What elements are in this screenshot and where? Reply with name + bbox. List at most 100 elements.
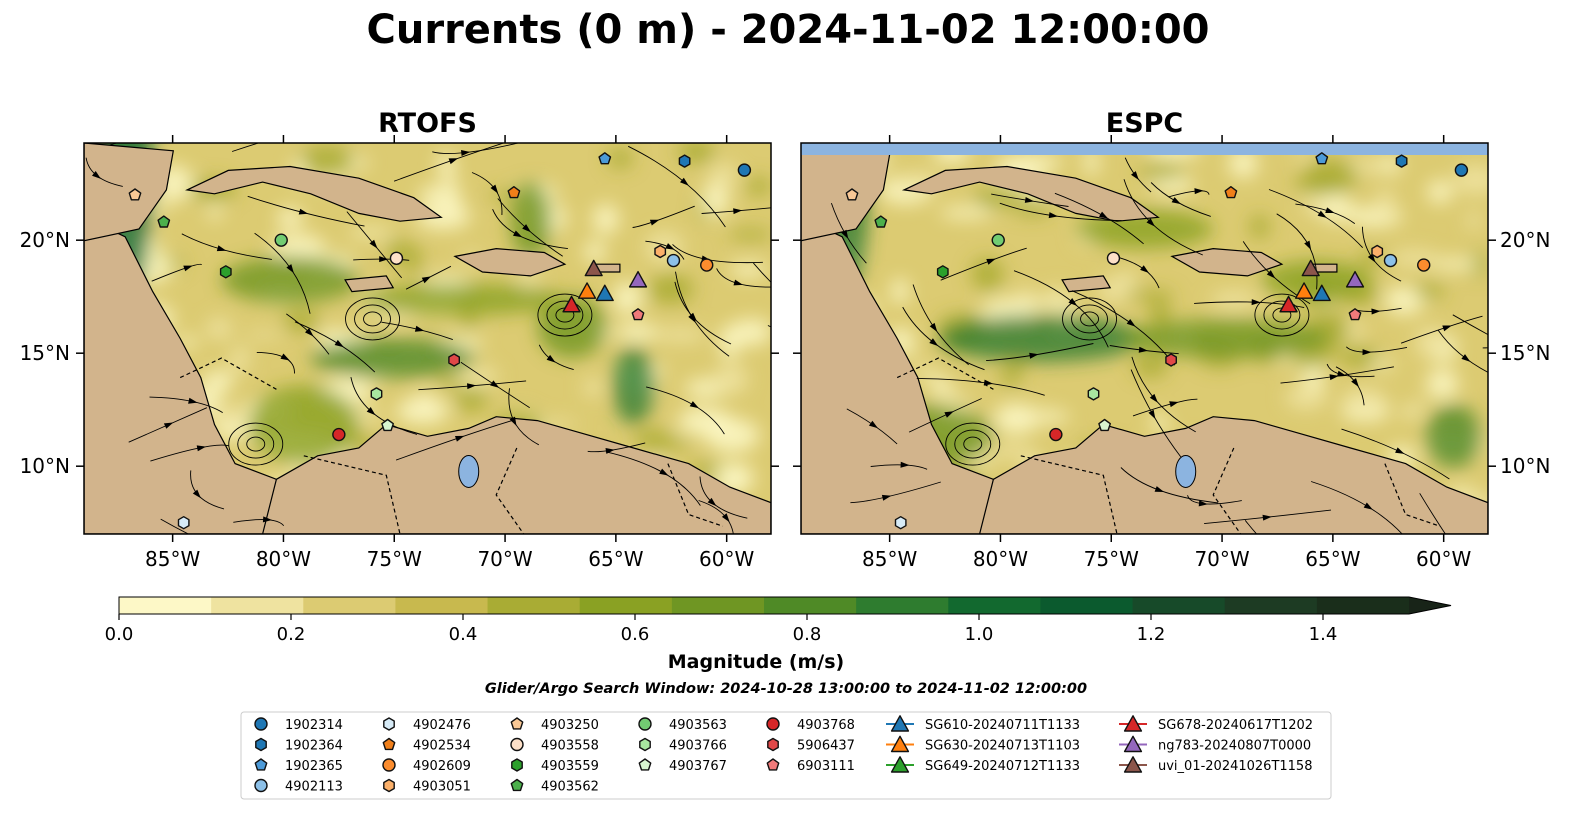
streamline-arrow xyxy=(414,325,425,332)
streamline-arrow xyxy=(509,416,517,426)
field-patch xyxy=(1228,148,1258,179)
field-patch xyxy=(653,327,707,343)
streamline-arrow xyxy=(280,353,290,361)
streamline-arrow xyxy=(546,354,556,363)
field-patch xyxy=(730,318,771,346)
eddy-streamline xyxy=(1080,311,1099,327)
streamline-arrow xyxy=(288,131,298,137)
legend-item: 4903768 xyxy=(766,717,855,733)
platform-marker-uvi_01-20241026T1158 xyxy=(1301,259,1320,277)
legend-marker xyxy=(766,758,780,771)
legend-marker xyxy=(510,778,524,792)
legend-item: 1902364 xyxy=(255,737,343,754)
legend-label: 4903250 xyxy=(541,718,599,733)
streamline-arrow xyxy=(298,208,309,215)
field-patch xyxy=(229,345,251,373)
platform-marker-4903250 xyxy=(128,188,142,201)
field-patch xyxy=(930,376,952,397)
field-patch xyxy=(205,317,233,341)
field-patch xyxy=(727,463,754,493)
streamline-arrow xyxy=(461,150,471,156)
legend-label: 4902476 xyxy=(413,718,471,733)
streamline-arrow xyxy=(1395,447,1405,454)
espc-platform-markers xyxy=(845,152,1469,530)
field-patch xyxy=(648,274,694,305)
streamline xyxy=(160,518,190,534)
land-polygon xyxy=(978,416,1488,534)
field-patch xyxy=(1414,326,1448,359)
land-polygon xyxy=(344,275,395,293)
colorbar-tick-label: 1.4 xyxy=(1309,624,1338,645)
legend-marker xyxy=(383,778,395,793)
field-patch xyxy=(890,278,910,305)
field-patch xyxy=(1338,346,1381,368)
field-patch xyxy=(719,325,741,359)
field-patch xyxy=(607,148,634,169)
streamline-arrow xyxy=(455,435,465,442)
streamline-arrow xyxy=(1362,349,1372,356)
legend-label: SG678-20240617T1202 xyxy=(1158,718,1313,733)
field-patch xyxy=(729,262,768,278)
country-border xyxy=(495,447,525,534)
streamline-arrow xyxy=(163,422,174,429)
streamline-arrow xyxy=(366,407,376,416)
field-patch xyxy=(705,418,760,453)
platform-marker-4903767 xyxy=(381,418,394,432)
field-jet xyxy=(1123,318,1330,359)
field-patch xyxy=(447,184,461,217)
platform-marker-6903111 xyxy=(1348,308,1362,321)
legend-marker xyxy=(766,717,780,731)
y-tick-label: 10°N xyxy=(1500,454,1550,478)
rtofs-axis-ticks: 85°W 80°W 75°W 70°W 65°W 60°W 20°N 15°N 10°N xyxy=(20,135,779,571)
field-patch xyxy=(745,177,771,196)
legend-marker xyxy=(890,756,910,773)
field-jet xyxy=(221,256,359,304)
y-tick-label: 20°N xyxy=(20,228,70,252)
platform-marker-4903558 xyxy=(1106,251,1121,265)
legend-item: 4902113 xyxy=(254,778,343,795)
espc-borders xyxy=(896,357,1441,534)
field-patch xyxy=(713,362,749,395)
eddy-streamline xyxy=(1062,297,1117,341)
platform-marker-4902476 xyxy=(177,516,190,530)
colorbar-tick-label: 0.2 xyxy=(277,624,306,645)
colorbar-tick-label: 1.2 xyxy=(1137,624,1166,645)
field-patch xyxy=(1210,290,1259,310)
y-tick-label: 15°N xyxy=(1500,341,1550,365)
legend-label: 4903051 xyxy=(413,780,471,795)
streamline-arrow xyxy=(1126,319,1136,327)
eddy-streamline xyxy=(363,311,382,327)
field-patch xyxy=(1318,194,1354,223)
streamline-arrow xyxy=(868,420,878,429)
streamline-arrow xyxy=(216,245,227,252)
colorbar-tick-label: 1.0 xyxy=(965,624,994,645)
platform-marker-SG630-20240713T1103 xyxy=(1294,282,1314,299)
streamline xyxy=(753,262,771,283)
platform-marker-4903768 xyxy=(1049,427,1063,442)
legend-item: 4903562 xyxy=(510,778,599,795)
streamline-arrow xyxy=(929,322,938,332)
legend-label: 5906437 xyxy=(797,739,855,754)
streamline-arrow xyxy=(188,397,198,404)
colorbar-tick-label: 0.4 xyxy=(449,624,478,645)
x-tick-label: 75°W xyxy=(1084,547,1139,571)
streamline-arrow xyxy=(659,468,669,476)
platform-marker-SG610-20240711T1133 xyxy=(595,284,614,302)
legend-marker xyxy=(1123,735,1143,753)
eddy-streamline xyxy=(954,429,992,459)
legend-item: 1902365 xyxy=(254,758,343,774)
platform-marker-4903766 xyxy=(1087,387,1100,401)
field-patch xyxy=(418,185,456,203)
streamline-arrow xyxy=(203,539,212,546)
field-patch xyxy=(1466,210,1482,230)
colorbar-bin xyxy=(856,597,949,614)
field-patch xyxy=(277,207,304,229)
field-patch xyxy=(283,309,320,332)
colorbar-bin xyxy=(1316,597,1410,614)
field-patch xyxy=(1431,258,1480,271)
field-patch xyxy=(1124,290,1176,300)
field-patch xyxy=(634,429,671,449)
streamline-arrow xyxy=(513,230,523,238)
platform-marker-4902534 xyxy=(1224,186,1238,199)
field-patch xyxy=(973,186,1026,209)
